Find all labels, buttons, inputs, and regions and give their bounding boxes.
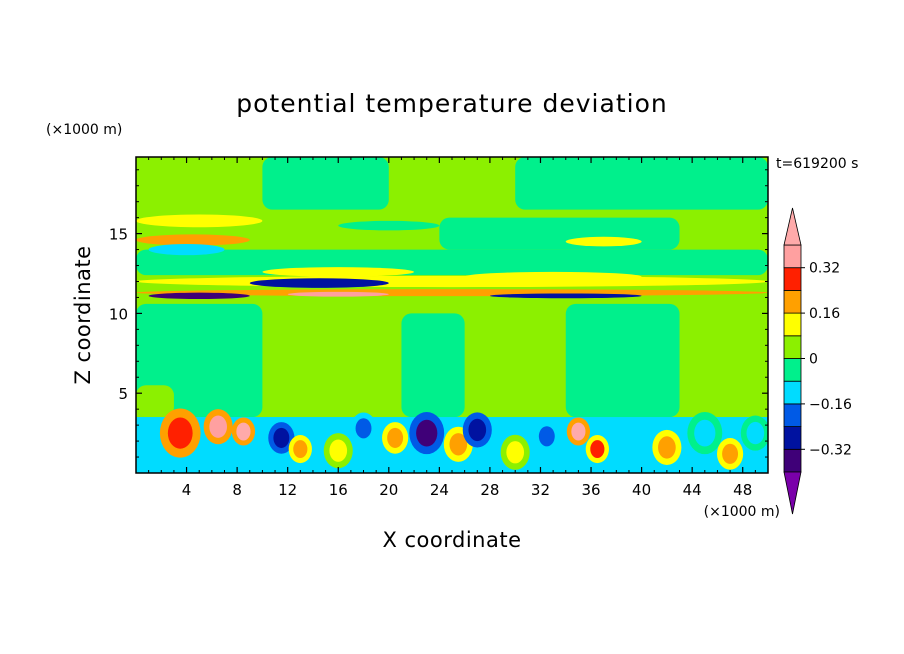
boundary-layer-eddy <box>293 440 308 458</box>
colorbar-swatch <box>783 289 802 314</box>
colorbar-swatch <box>783 448 802 473</box>
boundary-layer-eddy <box>746 421 765 445</box>
field-region <box>515 157 768 210</box>
boundary-layer-eddy <box>620 426 638 450</box>
y-tick-label: 10 <box>109 305 128 323</box>
field-band <box>338 220 440 231</box>
field-region <box>262 157 389 210</box>
colorbar-swatch <box>783 244 802 269</box>
field-band <box>287 291 389 297</box>
colorbar-tick-label: −0.32 <box>809 442 852 458</box>
x-tick-label: 4 <box>182 481 192 499</box>
colorbar-swatch <box>783 426 802 450</box>
y-tick-label: 15 <box>109 226 128 244</box>
colorbar-swatch <box>783 335 802 359</box>
colorbar-swatch <box>783 312 802 337</box>
x-tick-label: 8 <box>232 481 242 499</box>
colorbar-swatch <box>783 403 802 427</box>
colorbar-tick-label: 0 <box>809 352 818 368</box>
boundary-layer-eddy <box>571 422 586 441</box>
y-axis-title: Z coordinate <box>71 245 95 384</box>
field-band <box>148 292 250 300</box>
field-band <box>565 236 642 247</box>
x-tick-label: 20 <box>379 481 398 499</box>
contour-field <box>136 157 768 473</box>
field-region <box>565 303 680 418</box>
x-tick-label: 24 <box>430 481 449 499</box>
x-tick-label: 48 <box>733 481 752 499</box>
boundary-layer-eddy <box>722 443 739 464</box>
boundary-layer-eddy <box>236 422 251 441</box>
x-tick-label: 36 <box>581 481 600 499</box>
boundary-layer-eddy <box>538 426 555 447</box>
colorbar-under-triangle <box>783 471 802 515</box>
x-tick-label: 44 <box>683 481 702 499</box>
field-region <box>401 313 465 418</box>
field-region <box>136 385 174 418</box>
x-axis-title: X coordinate <box>382 528 521 552</box>
x-tick-label: 16 <box>329 481 348 499</box>
boundary-layer-eddy <box>387 427 404 448</box>
time-label: t=619200 s <box>776 156 858 172</box>
x-tick-label: 28 <box>480 481 499 499</box>
field-band <box>136 214 263 228</box>
colorbar-swatch <box>783 267 802 291</box>
colorbar-tick-label: 0.16 <box>809 306 840 322</box>
boundary-layer-eddy <box>329 439 348 462</box>
boundary-layer-eddy <box>506 441 525 464</box>
y-axis: 5 10 15 <box>109 169 768 458</box>
field-band <box>136 275 768 288</box>
field-band <box>249 278 389 288</box>
field-region <box>439 217 680 250</box>
colorbar-tick-label: 0.32 <box>809 261 840 277</box>
field-band <box>136 234 250 246</box>
boundary-layer-eddy <box>449 433 468 456</box>
boundary-layer-eddy <box>590 440 605 458</box>
y-tick-label: 5 <box>118 385 128 403</box>
field-band <box>312 259 768 272</box>
colorbar-over-triangle <box>783 207 802 246</box>
boundary-layer-eddy <box>167 417 193 449</box>
x-unit-label: (×1000 m) <box>704 504 780 520</box>
chart-title: potential temperature deviation <box>236 89 667 118</box>
boundary-layer-top <box>136 417 768 426</box>
field-band <box>489 293 642 299</box>
x-tick-label: 32 <box>531 481 550 499</box>
x-axis: 4 8 12 16 20 24 28 32 36 40 44 48 <box>148 157 756 499</box>
field-band <box>262 267 415 277</box>
field-band <box>148 243 225 256</box>
colorbar: −0.32 −0.16 0 0.16 0.32 <box>783 207 852 515</box>
boundary-layer-eddy <box>355 418 372 439</box>
boundary-layer-eddy <box>209 415 228 438</box>
boundary-layer-eddy <box>273 427 290 448</box>
boundary-layer-eddy <box>658 436 676 459</box>
boundary-layer-eddy <box>416 419 438 447</box>
colorbar-tick-label: −0.16 <box>809 397 852 413</box>
x-tick-label: 40 <box>632 481 651 499</box>
y-unit-label: (×1000 m) <box>46 122 122 138</box>
colorbar-swatch <box>783 358 802 382</box>
boundary-layer-eddy <box>694 419 716 447</box>
x-tick-label: 12 <box>278 481 297 499</box>
colorbar-swatch <box>783 380 802 405</box>
boundary-layer-eddy <box>468 418 487 442</box>
